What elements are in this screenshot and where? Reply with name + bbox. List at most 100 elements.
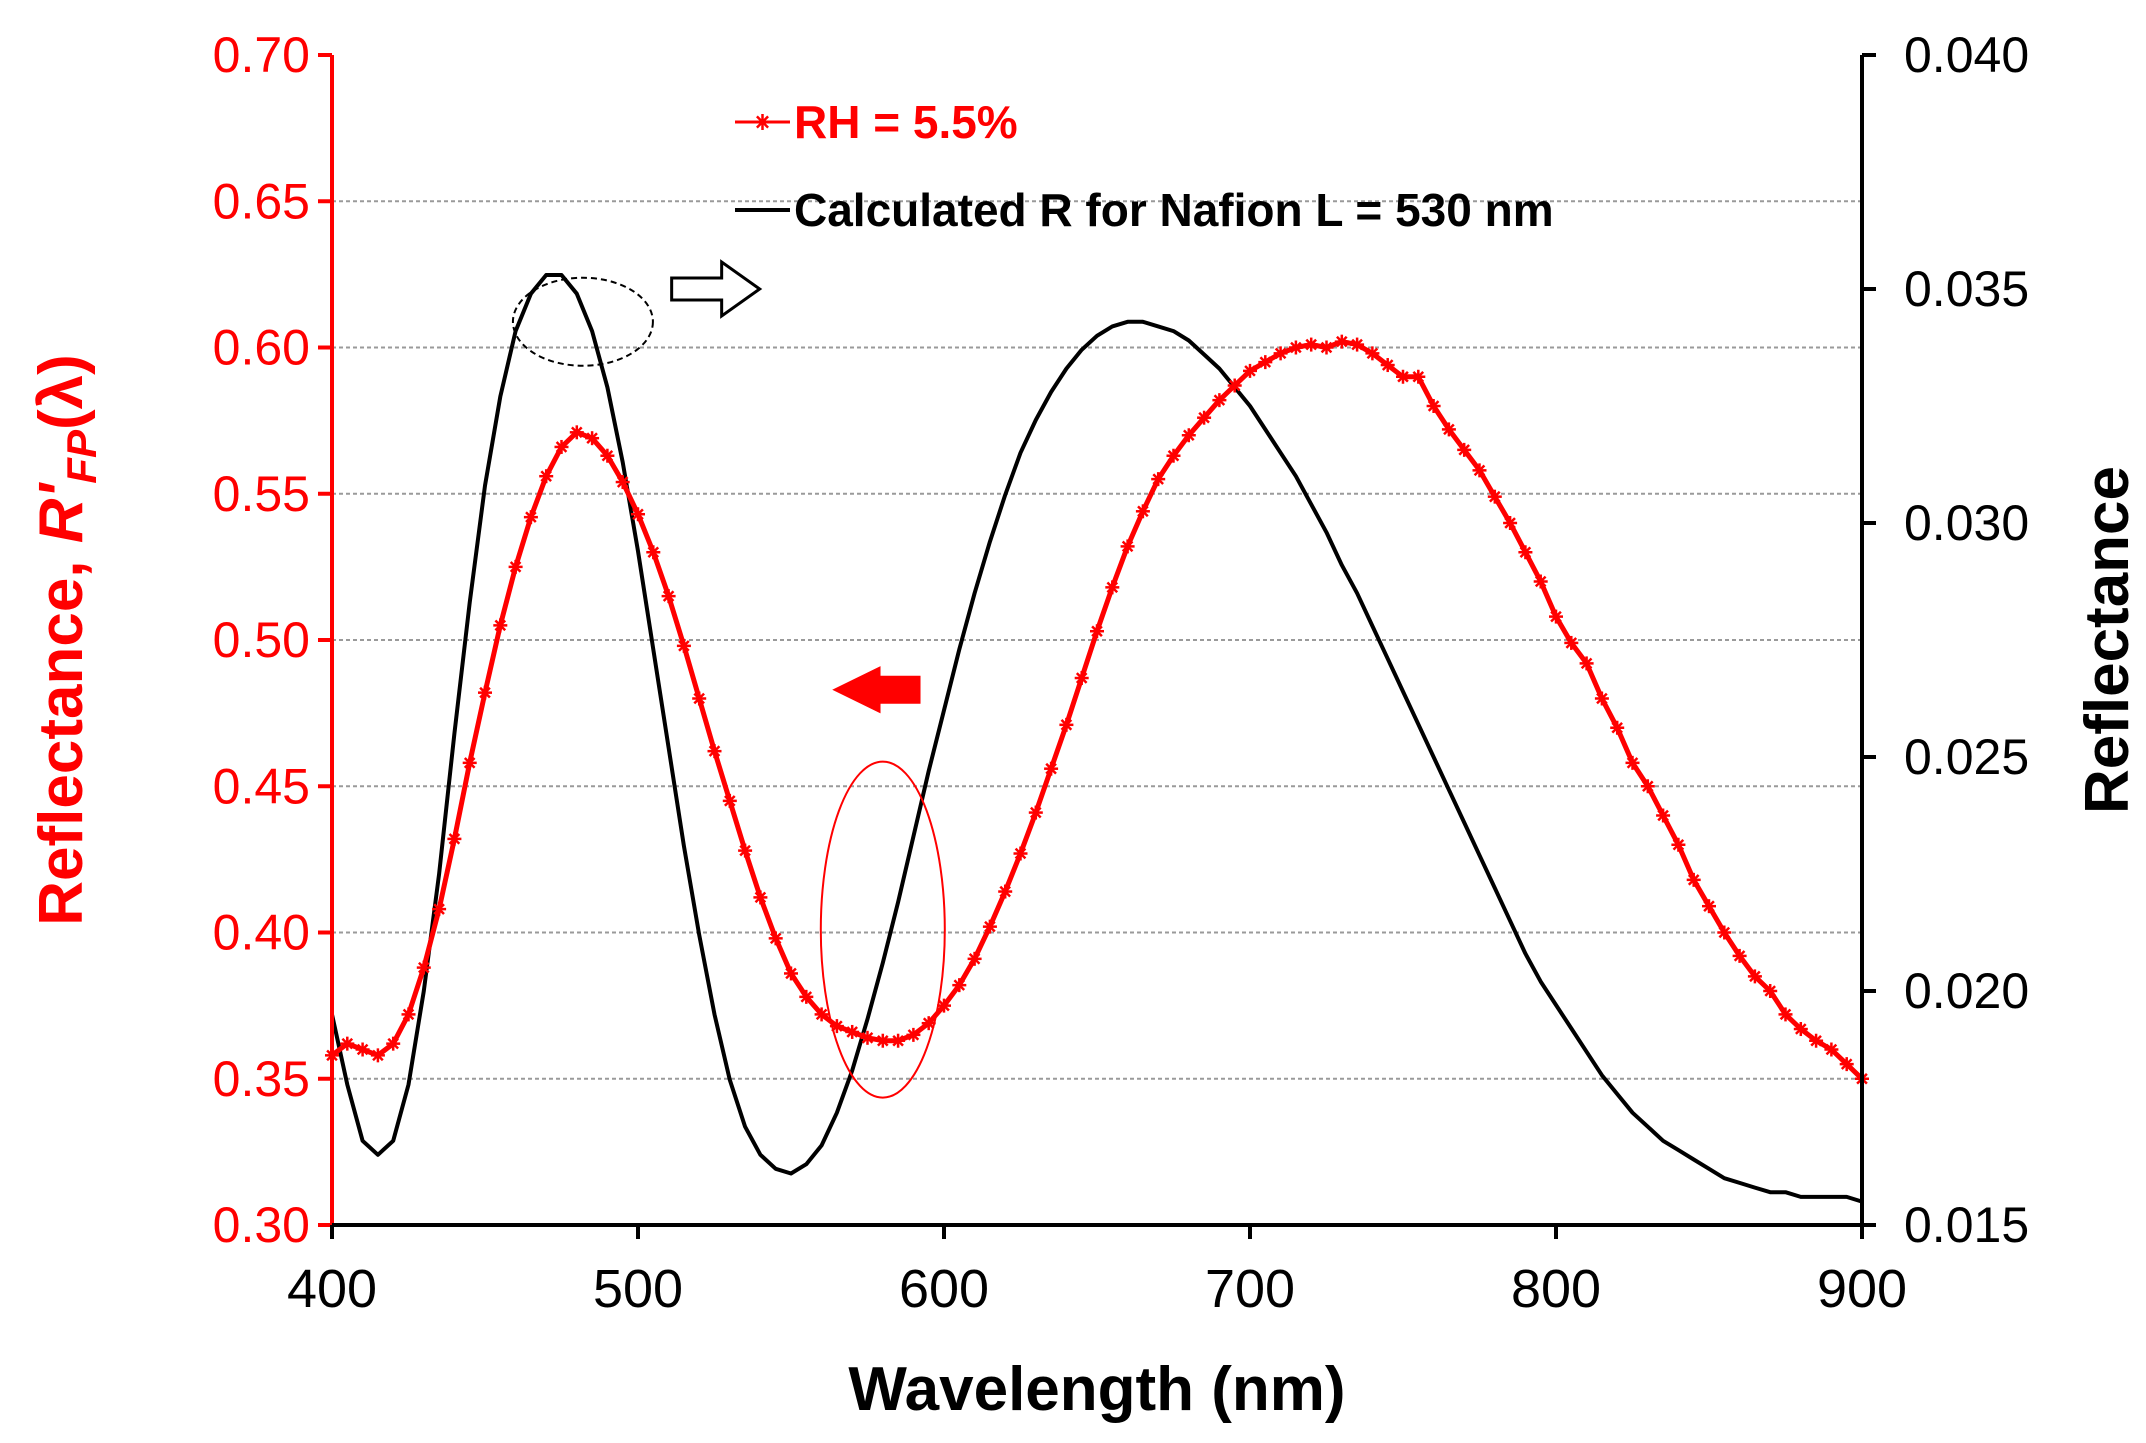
right-axis-title: Reflectance [2073, 466, 2142, 814]
legend-label-measured: RH = 5.5% [794, 96, 1018, 148]
x-tick-label: 700 [1205, 1259, 1295, 1319]
ellipse-calculated-annotation [511, 276, 654, 367]
right-tick-label: 0.020 [1904, 963, 2029, 1019]
data-point-measured [1656, 808, 1671, 823]
data-point-measured [1258, 355, 1273, 370]
data-point-measured [1824, 1042, 1839, 1057]
x-tick-label: 800 [1511, 1259, 1601, 1319]
data-point-measured [860, 1030, 875, 1045]
legend-marker-measured [754, 114, 771, 130]
data-point-measured [493, 618, 508, 633]
data-point-measured [646, 545, 661, 560]
data-point-measured [1044, 761, 1059, 776]
data-point-measured [967, 951, 982, 966]
legend-label-calculated: Calculated R for Nafion L = 530 nm [794, 184, 1554, 236]
data-point-measured [799, 989, 814, 1004]
legend: RH = 5.5% Calculated R for Nafion L = 530… [735, 96, 1554, 236]
data-point-measured [1426, 399, 1441, 413]
left-tick-label: 0.65 [213, 173, 310, 229]
data-point-measured [585, 431, 600, 446]
x-tick-label: 400 [287, 1259, 377, 1319]
x-tick-label: 900 [1817, 1259, 1907, 1319]
data-point-measured [1671, 837, 1686, 852]
left-tick-label: 0.50 [213, 612, 310, 668]
data-point-measured [998, 884, 1013, 899]
data-point-measured [569, 425, 584, 440]
data-point-measured [707, 744, 722, 759]
right-tick-label: 0.015 [1904, 1197, 2029, 1253]
data-point-measured [1074, 671, 1089, 686]
data-point-measured [1686, 872, 1701, 887]
left-tick-label: 0.30 [213, 1197, 310, 1253]
data-point-measured [1090, 624, 1104, 639]
series-measured-markers [325, 334, 1869, 1086]
arrow-left-icon [832, 666, 921, 714]
data-point-measured [1334, 334, 1349, 349]
data-point-measured [401, 1007, 416, 1022]
data-point-measured [1365, 346, 1380, 361]
data-point-measured [1717, 925, 1732, 940]
data-point-measured [906, 1027, 921, 1042]
data-point-measured [1350, 337, 1365, 352]
data-point-measured [1273, 346, 1288, 361]
data-point-measured [1441, 422, 1456, 437]
data-point-measured [1732, 948, 1747, 963]
data-point-measured [738, 843, 753, 858]
data-point-measured [1839, 1057, 1854, 1072]
data-point-measured [982, 919, 997, 934]
data-point-measured [1793, 1022, 1808, 1037]
data-point-measured [416, 960, 431, 975]
data-point-measured [539, 469, 554, 484]
data-point-measured [1610, 720, 1625, 735]
data-point-measured [1013, 846, 1028, 861]
data-point-measured [1227, 378, 1242, 393]
data-point-measured [1151, 472, 1166, 487]
data-point-measured [340, 1036, 355, 1051]
series-line-calculated [330, 273, 1863, 1204]
data-point-measured [1135, 504, 1150, 519]
data-point-measured [1747, 969, 1762, 984]
data-point-measured [554, 439, 569, 454]
data-point-measured [1380, 358, 1395, 373]
data-point-measured [692, 691, 707, 706]
right-tick-label: 0.030 [1904, 495, 2029, 551]
ellipse-measured-annotation [819, 760, 946, 1099]
data-point-measured [921, 1016, 936, 1031]
left-axis-title-prefix: Reflectance, [27, 543, 96, 926]
data-point-measured [1288, 340, 1303, 355]
left-axis-title: Reflectance, R'FP(λ) [27, 354, 105, 926]
data-point-measured [952, 978, 967, 993]
data-point-measured [1778, 1007, 1793, 1022]
data-point-measured [1396, 369, 1410, 384]
data-point-measured [1564, 635, 1579, 650]
data-point-measured [1640, 779, 1655, 794]
data-point-measured [814, 1007, 829, 1022]
tick-labels: 0.30 0.35 0.40 0.45 0.50 0.55 0.60 0.65 0.70 0.01… [213, 27, 2029, 1319]
x-tick-label: 600 [899, 1259, 989, 1319]
data-point-measured [355, 1042, 370, 1057]
data-point-measured [1166, 448, 1181, 463]
data-point-measured [1579, 656, 1594, 671]
data-point-measured [631, 507, 645, 522]
data-point-measured [370, 1048, 385, 1063]
data-point-measured [1028, 805, 1043, 820]
left-tick-label: 0.40 [213, 905, 310, 961]
data-point-measured [753, 890, 768, 905]
data-point-measured [386, 1036, 401, 1051]
left-axis-title-suffix: (λ) [27, 354, 96, 430]
left-tick-label: 0.60 [213, 320, 310, 376]
right-tick-label: 0.025 [1904, 729, 2029, 785]
data-point-measured [1533, 574, 1548, 589]
data-point-measured [1212, 393, 1227, 408]
left-tick-label: 0.70 [213, 27, 310, 83]
data-point-measured [875, 1033, 890, 1048]
data-point-measured [1594, 691, 1609, 706]
annotations [511, 259, 946, 1099]
data-point-measured [768, 931, 783, 946]
data-point-measured [661, 589, 676, 604]
data-point-measured [1487, 489, 1502, 504]
data-point-measured [1059, 717, 1074, 732]
data-point-measured [676, 638, 691, 653]
data-point-measured [784, 966, 798, 981]
